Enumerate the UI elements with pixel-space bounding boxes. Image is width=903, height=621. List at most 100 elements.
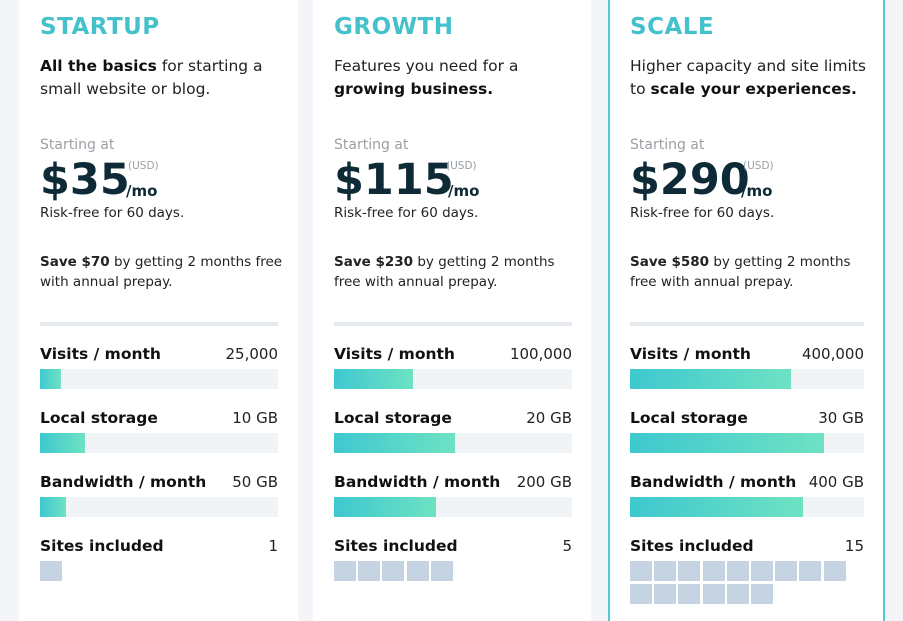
- site-block: [726, 584, 749, 604]
- price-period: /mo: [741, 182, 773, 200]
- site-block: [678, 561, 701, 581]
- site-block: [654, 584, 677, 604]
- risk-free-note: Risk-free for 60 days.: [40, 205, 185, 221]
- metric-bandwidth: Bandwidth / month 50 GB: [40, 473, 278, 521]
- metric-value: 25,000: [225, 345, 279, 363]
- currency-label: (USD): [743, 160, 774, 172]
- site-block: [382, 561, 405, 581]
- metric-bar-track: [40, 433, 278, 453]
- site-block: [630, 584, 652, 604]
- site-block: [775, 561, 798, 581]
- divider: [630, 322, 864, 326]
- plan-description-rest: for starting a small website or blog.: [40, 57, 263, 98]
- plan-description: Features you need for a growing business…: [334, 55, 579, 101]
- savings-rest: by getting 2 months free with annual pre…: [334, 254, 555, 290]
- savings-amount: Save $70: [40, 254, 110, 270]
- metric-value: 100,000: [509, 345, 572, 363]
- metric-visits: Visits / month 25,000: [40, 345, 278, 393]
- metric-label: Sites included: [40, 537, 164, 555]
- site-block: [823, 561, 846, 581]
- metric-bar-fill: [40, 497, 67, 517]
- annual-savings-note: Save $580 by getting 2 months free with …: [630, 253, 875, 292]
- site-block: [358, 561, 381, 581]
- plan-name: STARTUP: [40, 14, 160, 40]
- plan-description-bold: scale your experiences.: [650, 80, 857, 98]
- price-period: /mo: [126, 182, 158, 200]
- annual-savings-note: Save $230 by getting 2 months free with …: [334, 253, 579, 292]
- metric-label: Visits / month: [40, 345, 161, 363]
- metric-sites: Sites included 5: [334, 537, 572, 617]
- divider: [334, 322, 572, 326]
- starting-at-label: Starting at: [630, 137, 705, 153]
- metric-value: 50 GB: [232, 473, 278, 491]
- price-amount: $115: [334, 155, 454, 205]
- savings-rest: by getting 2 months free with annual pre…: [630, 254, 851, 290]
- annual-savings-note: Save $70 by getting 2 months free with a…: [40, 253, 285, 292]
- metric-bar-track: [630, 497, 864, 517]
- metric-bar-track: [40, 369, 278, 389]
- metric-bar-track: [40, 497, 278, 517]
- metric-value: 30 GB: [818, 409, 864, 427]
- divider: [40, 322, 278, 326]
- metric-visits: Visits / month 100,000: [334, 345, 572, 393]
- metric-label: Local storage: [334, 409, 452, 427]
- risk-free-note: Risk-free for 60 days.: [630, 205, 775, 221]
- metric-bar-track: [334, 497, 572, 517]
- metric-visits: Visits / month 400,000: [630, 345, 864, 393]
- metric-value: 400 GB: [808, 473, 864, 491]
- metric-label: Bandwidth / month: [40, 473, 207, 491]
- metric-sites: Sites included 15: [630, 537, 864, 617]
- plan-card-scale[interactable]: SCALE Higher capacity and site limits to…: [608, 0, 885, 621]
- site-block: [751, 584, 773, 604]
- site-block: [40, 561, 62, 581]
- metric-value: 400,000: [801, 345, 864, 363]
- plan-card-startup[interactable]: STARTUP All the basics for starting a sm…: [19, 0, 298, 621]
- metric-value: 5: [562, 537, 572, 555]
- site-block: [334, 561, 356, 581]
- metric-label: Visits / month: [630, 345, 751, 363]
- metric-sites: Sites included 1: [40, 537, 278, 617]
- price-period: /mo: [448, 182, 480, 200]
- savings-amount: Save $580: [630, 254, 710, 270]
- metric-value: 200 GB: [516, 473, 572, 491]
- plan-description: All the basics for starting a small webs…: [40, 55, 285, 101]
- starting-at-label: Starting at: [40, 137, 115, 153]
- site-block: [430, 561, 453, 581]
- currency-label: (USD): [446, 160, 477, 172]
- metric-label: Sites included: [630, 537, 754, 555]
- site-block: [406, 561, 429, 581]
- currency-label: (USD): [128, 160, 159, 172]
- metric-bar-track: [630, 369, 864, 389]
- starting-at-label: Starting at: [334, 137, 409, 153]
- metric-bar-fill: [630, 497, 804, 517]
- metric-bar-fill: [334, 369, 413, 389]
- site-block: [702, 561, 725, 581]
- plan-description-plain: Higher capacity and site limits to: [630, 57, 867, 98]
- metric-label: Local storage: [630, 409, 748, 427]
- savings-amount: Save $230: [334, 254, 414, 270]
- metric-bar-fill: [334, 497, 437, 517]
- metric-bar-fill: [334, 433, 456, 453]
- site-block: [654, 561, 677, 581]
- metric-storage: Local storage 30 GB: [630, 409, 864, 457]
- metric-label: Bandwidth / month: [630, 473, 797, 491]
- metric-bar-track: [630, 433, 864, 453]
- site-block: [702, 584, 725, 604]
- metric-bandwidth: Bandwidth / month 200 GB: [334, 473, 572, 521]
- plan-card-growth[interactable]: GROWTH Features you need for a growing b…: [313, 0, 591, 621]
- site-block: [751, 561, 773, 581]
- plan-description: Higher capacity and site limits to scale…: [630, 55, 875, 101]
- metric-label: Bandwidth / month: [334, 473, 501, 491]
- metric-bar-track: [334, 369, 572, 389]
- metric-bar-fill: [630, 433, 825, 453]
- metric-bandwidth: Bandwidth / month 400 GB: [630, 473, 864, 521]
- site-block: [630, 561, 652, 581]
- plan-name: SCALE: [630, 14, 715, 40]
- metric-value: 20 GB: [526, 409, 572, 427]
- risk-free-note: Risk-free for 60 days.: [334, 205, 479, 221]
- metric-value: 10 GB: [232, 409, 278, 427]
- plan-name: GROWTH: [334, 14, 454, 40]
- metric-bar-track: [334, 433, 572, 453]
- plan-description-bold: All the basics: [40, 57, 157, 75]
- metric-label: Visits / month: [334, 345, 455, 363]
